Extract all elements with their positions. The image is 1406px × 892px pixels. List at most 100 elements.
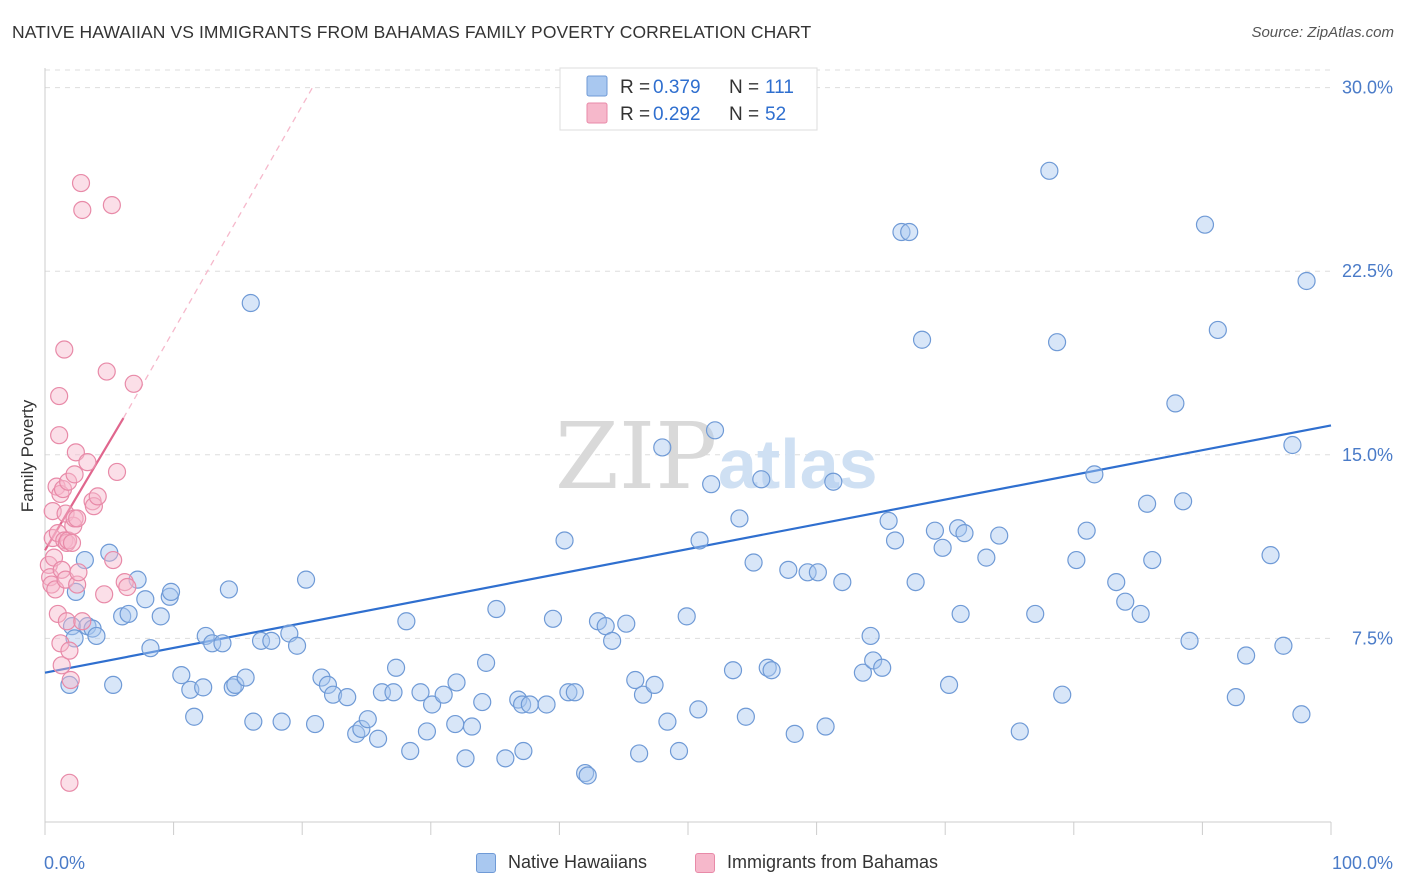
point-native-hawaiian-118 bbox=[951, 604, 970, 624]
point-native-hawaiian-17 bbox=[161, 582, 181, 601]
point-native-hawaiian-124 bbox=[1040, 161, 1059, 180]
point-native-hawaiian-44 bbox=[358, 710, 377, 729]
point-native-hawaiian-43 bbox=[352, 719, 371, 739]
point-native-hawaiian-105 bbox=[861, 626, 880, 646]
point-native-hawaiian-122 bbox=[1010, 722, 1029, 741]
point-native-hawaiian-130 bbox=[1107, 572, 1126, 592]
legend-item-bahamas: Immigrants from Bahamas bbox=[695, 852, 938, 873]
point-native-hawaiian-92 bbox=[736, 707, 755, 726]
point-native-hawaiian-93 bbox=[744, 553, 763, 572]
point-bahamas-45 bbox=[102, 195, 121, 215]
point-native-hawaiian-40 bbox=[323, 685, 343, 704]
point-native-hawaiian-141 bbox=[1237, 646, 1256, 665]
native-hawaiians-points bbox=[60, 161, 1316, 785]
point-native-hawaiian-144 bbox=[1283, 435, 1302, 455]
point-bahamas-28 bbox=[62, 533, 82, 553]
point-bahamas-50 bbox=[124, 374, 143, 393]
point-native-hawaiian-61 bbox=[487, 599, 506, 619]
point-native-hawaiian-143 bbox=[1274, 636, 1293, 655]
point-native-hawaiian-23 bbox=[203, 634, 222, 653]
legend-swatch-native-hawaiians bbox=[476, 852, 496, 873]
y-tick-labels: 7.5% 15.0% 22.5% 30.0% bbox=[1342, 78, 1393, 649]
legend-swatch-bahamas bbox=[695, 852, 715, 873]
point-native-hawaiian-145 bbox=[1292, 705, 1311, 724]
x-tick-marks bbox=[44, 822, 1332, 835]
point-native-hawaiian-90 bbox=[723, 661, 743, 680]
point-native-hawaiian-85 bbox=[677, 607, 696, 626]
point-native-hawaiian-121 bbox=[990, 526, 1009, 545]
point-native-hawaiian-60 bbox=[476, 653, 496, 672]
legend-r-value-1: 0.379 bbox=[653, 77, 701, 98]
point-bahamas-26 bbox=[60, 773, 79, 792]
point-native-hawaiian-55 bbox=[446, 714, 465, 734]
point-native-hawaiian-31 bbox=[251, 631, 271, 650]
point-bahamas-47 bbox=[107, 462, 127, 482]
point-native-hawaiian-112 bbox=[906, 572, 925, 592]
point-native-hawaiian-49 bbox=[397, 612, 416, 631]
point-native-hawaiian-137 bbox=[1180, 631, 1199, 650]
point-native-hawaiian-52 bbox=[417, 722, 437, 741]
point-native-hawaiian-72 bbox=[576, 763, 595, 783]
legend-item-native-hawaiians: Native Hawaiians bbox=[476, 852, 647, 873]
point-bahamas-11 bbox=[50, 386, 69, 406]
point-bahamas-15 bbox=[52, 656, 71, 675]
point-native-hawaiian-96 bbox=[762, 661, 781, 680]
point-native-hawaiian-119 bbox=[955, 524, 974, 543]
legend-n-value-2: 52 bbox=[765, 104, 786, 125]
point-native-hawaiian-28 bbox=[236, 668, 255, 687]
point-native-hawaiian-73 bbox=[578, 766, 597, 785]
point-native-hawaiian-111 bbox=[900, 222, 919, 242]
legend-r-label-2: R = bbox=[620, 104, 655, 125]
point-native-hawaiian-146 bbox=[1297, 271, 1316, 291]
point-native-hawaiian-53 bbox=[422, 695, 442, 714]
point-native-hawaiian-70 bbox=[559, 683, 578, 702]
point-native-hawaiian-69 bbox=[555, 531, 574, 550]
point-native-hawaiian-26 bbox=[223, 678, 242, 697]
point-bahamas-32 bbox=[66, 443, 85, 462]
point-native-hawaiian-22 bbox=[196, 626, 215, 646]
point-native-hawaiian-11 bbox=[119, 604, 138, 624]
point-native-hawaiian-64 bbox=[513, 695, 532, 714]
point-native-hawaiian-68 bbox=[543, 609, 563, 628]
trend-line-bahamas-dashed bbox=[122, 87, 314, 419]
point-native-hawaiian-80 bbox=[633, 685, 653, 704]
point-native-hawaiian-57 bbox=[456, 749, 475, 768]
point-bahamas-23 bbox=[59, 472, 78, 491]
y-tick-label-3: 30.0% bbox=[1342, 78, 1393, 98]
point-native-hawaiian-77 bbox=[617, 614, 636, 633]
point-bahamas-3 bbox=[43, 528, 62, 548]
watermark-zip: ZIP bbox=[555, 403, 717, 510]
point-native-hawaiian-13 bbox=[136, 590, 155, 609]
point-bahamas-10 bbox=[50, 426, 69, 445]
point-native-hawaiian-38 bbox=[312, 668, 331, 687]
point-native-hawaiian-123 bbox=[1026, 604, 1045, 624]
y-tick-label-2: 22.5% bbox=[1342, 261, 1393, 281]
point-native-hawaiian-27 bbox=[226, 675, 245, 695]
point-native-hawaiian-109 bbox=[885, 531, 905, 550]
point-native-hawaiian-41 bbox=[338, 688, 357, 707]
point-native-hawaiian-97 bbox=[779, 560, 798, 579]
watermark: ZIP atlas bbox=[555, 403, 878, 510]
point-native-hawaiian-132 bbox=[1131, 604, 1150, 624]
point-bahamas-43 bbox=[95, 585, 114, 604]
point-native-hawaiian-115 bbox=[933, 538, 952, 557]
point-native-hawaiian-107 bbox=[873, 658, 892, 677]
y-tick-label-1: 15.0% bbox=[1342, 445, 1393, 465]
grid-lines bbox=[45, 69, 1331, 639]
point-native-hawaiian-56 bbox=[447, 673, 466, 692]
point-native-hawaiian-120 bbox=[977, 548, 996, 567]
point-native-hawaiian-66 bbox=[520, 695, 539, 714]
point-native-hawaiian-142 bbox=[1261, 546, 1280, 565]
legend-swatch-pink bbox=[586, 102, 608, 124]
point-bahamas-27 bbox=[61, 670, 80, 690]
point-native-hawaiian-100 bbox=[808, 563, 827, 582]
point-native-hawaiian-133 bbox=[1138, 494, 1157, 513]
point-native-hawaiian-131 bbox=[1116, 592, 1135, 611]
x-tick-label-max: 100.0% bbox=[1332, 853, 1393, 873]
point-native-hawaiian-30 bbox=[244, 712, 263, 731]
point-native-hawaiian-32 bbox=[262, 631, 281, 650]
point-bahamas-30 bbox=[65, 465, 84, 484]
point-native-hawaiian-126 bbox=[1053, 685, 1072, 704]
point-native-hawaiian-113 bbox=[912, 330, 932, 349]
